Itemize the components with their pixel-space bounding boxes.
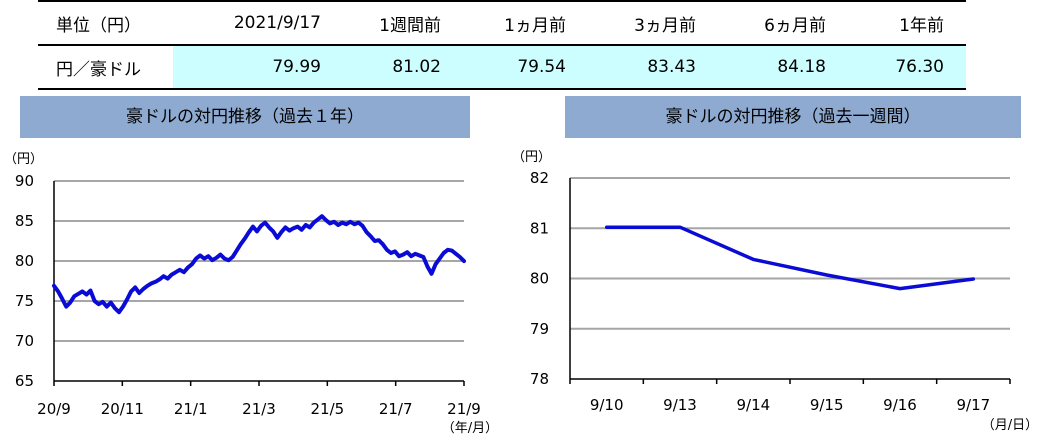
x-unit-label: （年/月） [442,421,498,436]
x-tick-label: 21/3 [242,400,276,418]
x-tick-label: 9/15 [810,396,844,414]
y-tick-label: 70 [15,332,34,350]
y-tick-label: 82 [530,169,549,187]
header-1-month-ago: 1ヵ月前 [504,15,566,36]
series-line [604,225,976,291]
x-tick-label: 9/10 [590,396,624,414]
y-tick-label: 75 [15,292,34,310]
header-1-year-ago: 1年前 [899,15,944,36]
y-tick-label: 90 [15,172,34,190]
x-tick-label: 9/13 [663,396,697,414]
x-tick-label: 9/14 [736,396,770,414]
y-tick-label: 80 [530,270,549,288]
x-tick-label: 21/5 [310,400,344,418]
header-6-months-ago: 6ヵ月前 [764,15,826,36]
table-row: 円／豪ドル 79.99 81.02 79.54 83.43 84.18 76.3… [38,45,966,89]
chart-title-1y: 豪ドルの対円推移（過去１年） [20,96,470,138]
rate-summary-table: 単位（円） 2021/9/17 1週間前 1ヵ月前 3ヵ月前 6ヵ月前 1年前 … [38,0,966,90]
y-tick-label: 79 [530,320,549,338]
value-1-month-ago: 79.54 [463,45,588,89]
row-label-aud-jpy: 円／豪ドル [38,45,173,89]
series-line [52,214,466,315]
x-tick-label: 21/9 [447,400,481,418]
y-tick-label: 85 [15,212,34,230]
header-unit: 単位（円） [56,15,141,36]
y-tick-label: 81 [530,219,549,237]
y-tick-label: 78 [530,370,549,388]
x-unit-label: （月/日） [982,418,1038,433]
y-tick-label: 65 [15,372,34,390]
x-tick-label: 21/1 [174,400,208,418]
table-header-row: 単位（円） 2021/9/17 1週間前 1ヵ月前 3ヵ月前 6ヵ月前 1年前 [38,1,966,45]
chart-title-1w: 豪ドルの対円推移（過去一週間） [565,96,1021,138]
x-tick-label: 9/17 [956,396,990,414]
header-1-week-ago: 1週間前 [379,15,441,36]
x-tick-label: 9/16 [883,396,917,414]
x-tick-label: 21/7 [379,400,413,418]
value-current: 79.99 [173,45,343,89]
y-unit-label: （円） [4,152,43,167]
value-1-year-ago: 76.30 [848,45,966,89]
x-tick-label: 20/9 [37,400,71,418]
header-3-months-ago: 3ヵ月前 [634,15,696,36]
y-unit-label: （円） [512,150,551,165]
value-3-months-ago: 83.43 [588,45,718,89]
value-1-week-ago: 81.02 [343,45,463,89]
x-tick-label: 20/11 [101,400,144,418]
y-tick-label: 80 [15,252,34,270]
value-6-months-ago: 84.18 [718,45,848,89]
header-date: 2021/9/17 [233,13,321,33]
